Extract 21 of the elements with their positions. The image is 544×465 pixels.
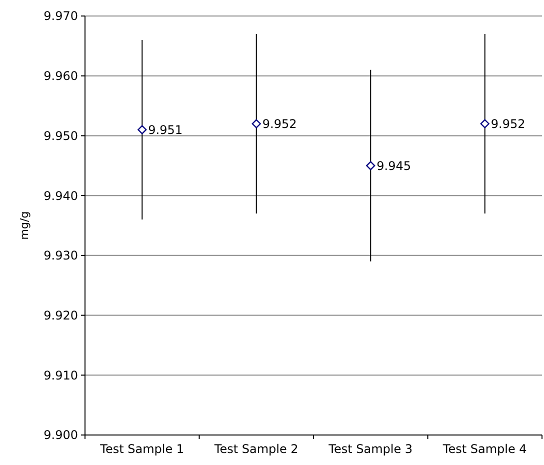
point (366, 161, 376, 170)
y-tick-label: 9.940 (44, 188, 78, 203)
y-axis-title: mg/g (18, 211, 31, 240)
data-label: 9.952 (262, 116, 297, 131)
y-tick-label: 9.970 (44, 9, 78, 24)
data-label: 9.952 (490, 116, 526, 131)
x-tick-label: Test Sample 1 (99, 442, 184, 456)
y-tick-label: 9.950 (44, 128, 78, 143)
y-tick-label: 9.900 (44, 428, 78, 442)
y-tick-label: 9.930 (44, 248, 78, 263)
point (252, 119, 261, 128)
data-label: 9.945 (376, 158, 411, 173)
point (480, 119, 490, 128)
x-tick-label: Test Sample 3 (328, 442, 413, 456)
y-tick-label: 9.920 (44, 308, 78, 322)
x-tick-label: Test Sample 2 (213, 442, 298, 456)
point (138, 125, 147, 134)
y-tick-label: 9.960 (44, 69, 78, 84)
y-tick-label: 9.910 (44, 368, 78, 382)
x-tick-label: Test Sample 4 (442, 442, 527, 456)
data-label: 9.951 (148, 122, 182, 137)
